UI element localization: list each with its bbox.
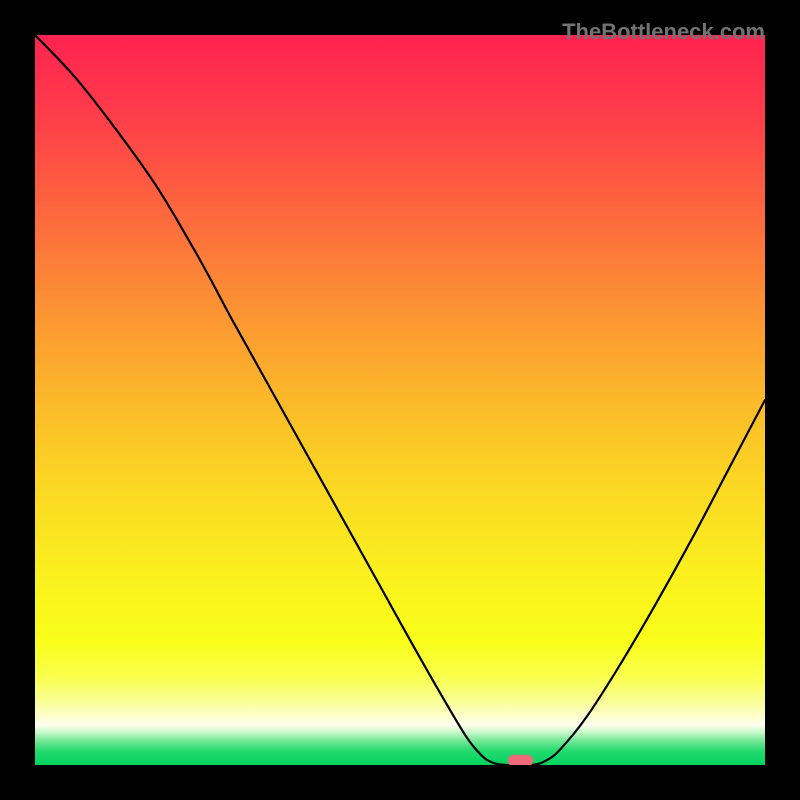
bottleneck-chart (35, 35, 765, 765)
chart-svg (35, 35, 765, 765)
watermark-label: TheBottleneck.com (562, 19, 765, 45)
optimal-point-marker (508, 755, 534, 765)
gradient-background (35, 35, 765, 765)
